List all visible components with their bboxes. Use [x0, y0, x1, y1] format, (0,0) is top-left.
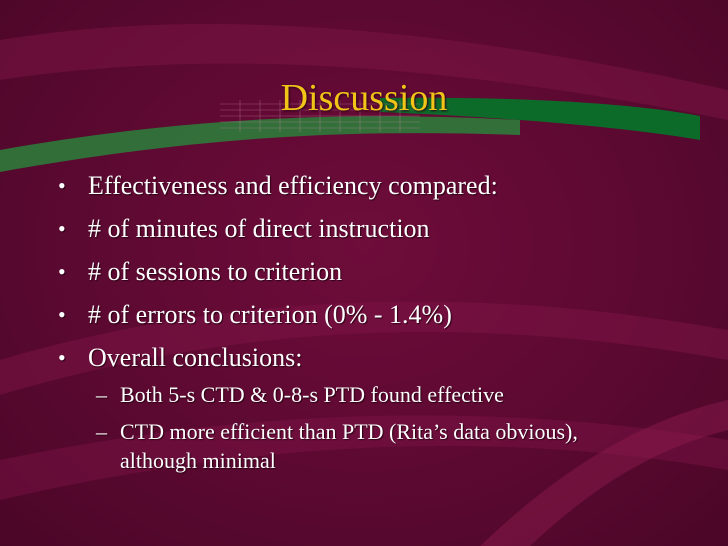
- bullet-icon: •: [58, 216, 66, 241]
- sub-bullet-list: – Both 5-s CTD & 0-8-s PTD found effecti…: [58, 380, 638, 475]
- swoosh-corner: [480, 400, 728, 546]
- bullet-text: # of minutes of direct instruction: [88, 214, 430, 243]
- sub-bullet-item: – Both 5-s CTD & 0-8-s PTD found effecti…: [58, 380, 638, 409]
- slide-title: Discussion: [280, 77, 448, 119]
- bullet-list: • Effectiveness and efficiency compared:…: [58, 164, 708, 379]
- dash-icon: –: [96, 382, 107, 407]
- bullet-icon: •: [58, 173, 66, 198]
- swoosh-middle: [0, 301, 728, 395]
- bullet-item: • # of sessions to criterion: [58, 250, 708, 293]
- bullet-item: • # of minutes of direct instruction: [58, 207, 708, 250]
- dash-icon: –: [96, 419, 107, 444]
- sub-bullet-text: Both 5-s CTD & 0-8-s PTD found effective: [120, 382, 504, 407]
- bullet-item: • Overall conclusions:: [58, 336, 708, 379]
- sub-bullet-item: – CTD more efficient than PTD (Rita’s da…: [58, 417, 638, 475]
- bullet-text: Overall conclusions:: [88, 343, 303, 372]
- bullet-icon: •: [58, 302, 66, 327]
- bullet-item: • Effectiveness and efficiency compared:: [58, 164, 708, 207]
- bullet-icon: •: [58, 259, 66, 284]
- green-stripe: [0, 116, 520, 172]
- bullet-item: • # of errors to criterion (0% - 1.4%): [58, 293, 708, 336]
- bullet-text: Effectiveness and efficiency compared:: [88, 171, 498, 200]
- grid-pattern: [220, 100, 420, 132]
- green-band: [380, 97, 700, 140]
- swoosh-bottom: [0, 415, 728, 500]
- sub-bullet-text: CTD more efficient than PTD (Rita’s data…: [120, 419, 578, 473]
- swoosh-top: [0, 24, 728, 120]
- bullet-text: # of sessions to criterion: [88, 257, 343, 286]
- bullet-icon: •: [58, 345, 66, 370]
- bullet-text: # of errors to criterion (0% - 1.4%): [88, 300, 452, 329]
